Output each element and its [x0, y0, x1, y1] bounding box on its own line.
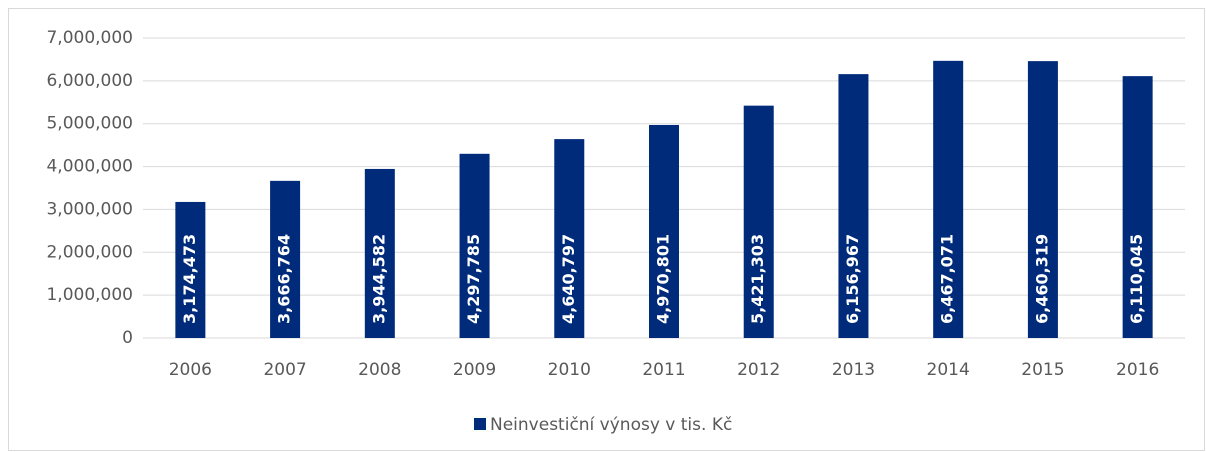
- value-label: 6,467,071: [938, 234, 957, 324]
- value-label: 4,297,785: [464, 234, 483, 324]
- y-tick-label: 3,000,000: [46, 199, 133, 219]
- value-label: 6,156,967: [843, 234, 862, 324]
- y-tick-label: 6,000,000: [46, 71, 133, 91]
- x-tick-label: 2013: [832, 360, 875, 380]
- chart-border: [8, 8, 1205, 451]
- y-tick-label: 1,000,000: [46, 285, 133, 305]
- value-label: 4,640,797: [559, 234, 578, 324]
- x-tick-label: 2016: [1116, 360, 1159, 380]
- bar: [743, 105, 774, 338]
- bar: [270, 180, 301, 338]
- y-tick-label: 5,000,000: [46, 114, 133, 134]
- bar: [649, 124, 679, 338]
- x-tick-label: 2014: [927, 360, 970, 380]
- bar: [175, 201, 206, 338]
- value-label: 6,460,319: [1032, 234, 1051, 324]
- bar: [1122, 76, 1153, 338]
- value-label: 3,944,582: [369, 234, 388, 324]
- bar: [933, 60, 964, 338]
- y-tick-label: 0: [122, 328, 133, 348]
- bar: [554, 139, 585, 338]
- bar: [459, 153, 490, 338]
- x-tick-label: 2010: [548, 360, 591, 380]
- value-label: 3,174,473: [180, 234, 199, 324]
- x-tick-label: 2008: [358, 360, 401, 380]
- value-label: 5,421,303: [748, 234, 767, 324]
- bar: [838, 74, 869, 339]
- bar: [364, 168, 395, 338]
- x-tick-label: 2015: [1021, 360, 1064, 380]
- value-label: 3,666,764: [275, 234, 294, 324]
- value-label: 4,970,801: [654, 234, 673, 324]
- y-tick-label: 4,000,000: [46, 157, 133, 177]
- x-tick-label: 2009: [453, 360, 496, 380]
- legend-label: Neinvestiční výnosy v tis. Kč: [490, 415, 732, 435]
- y-tick-label: 7,000,000: [46, 28, 133, 48]
- x-tick-label: 2011: [642, 360, 685, 380]
- x-tick-label: 2007: [263, 360, 306, 380]
- x-tick-label: 2012: [737, 360, 780, 380]
- bar: [1027, 61, 1058, 339]
- x-tick-label: 2006: [169, 360, 212, 380]
- y-tick-label: 2,000,000: [46, 242, 133, 262]
- legend-swatch: [474, 418, 486, 430]
- value-label: 6,110,045: [1127, 234, 1146, 324]
